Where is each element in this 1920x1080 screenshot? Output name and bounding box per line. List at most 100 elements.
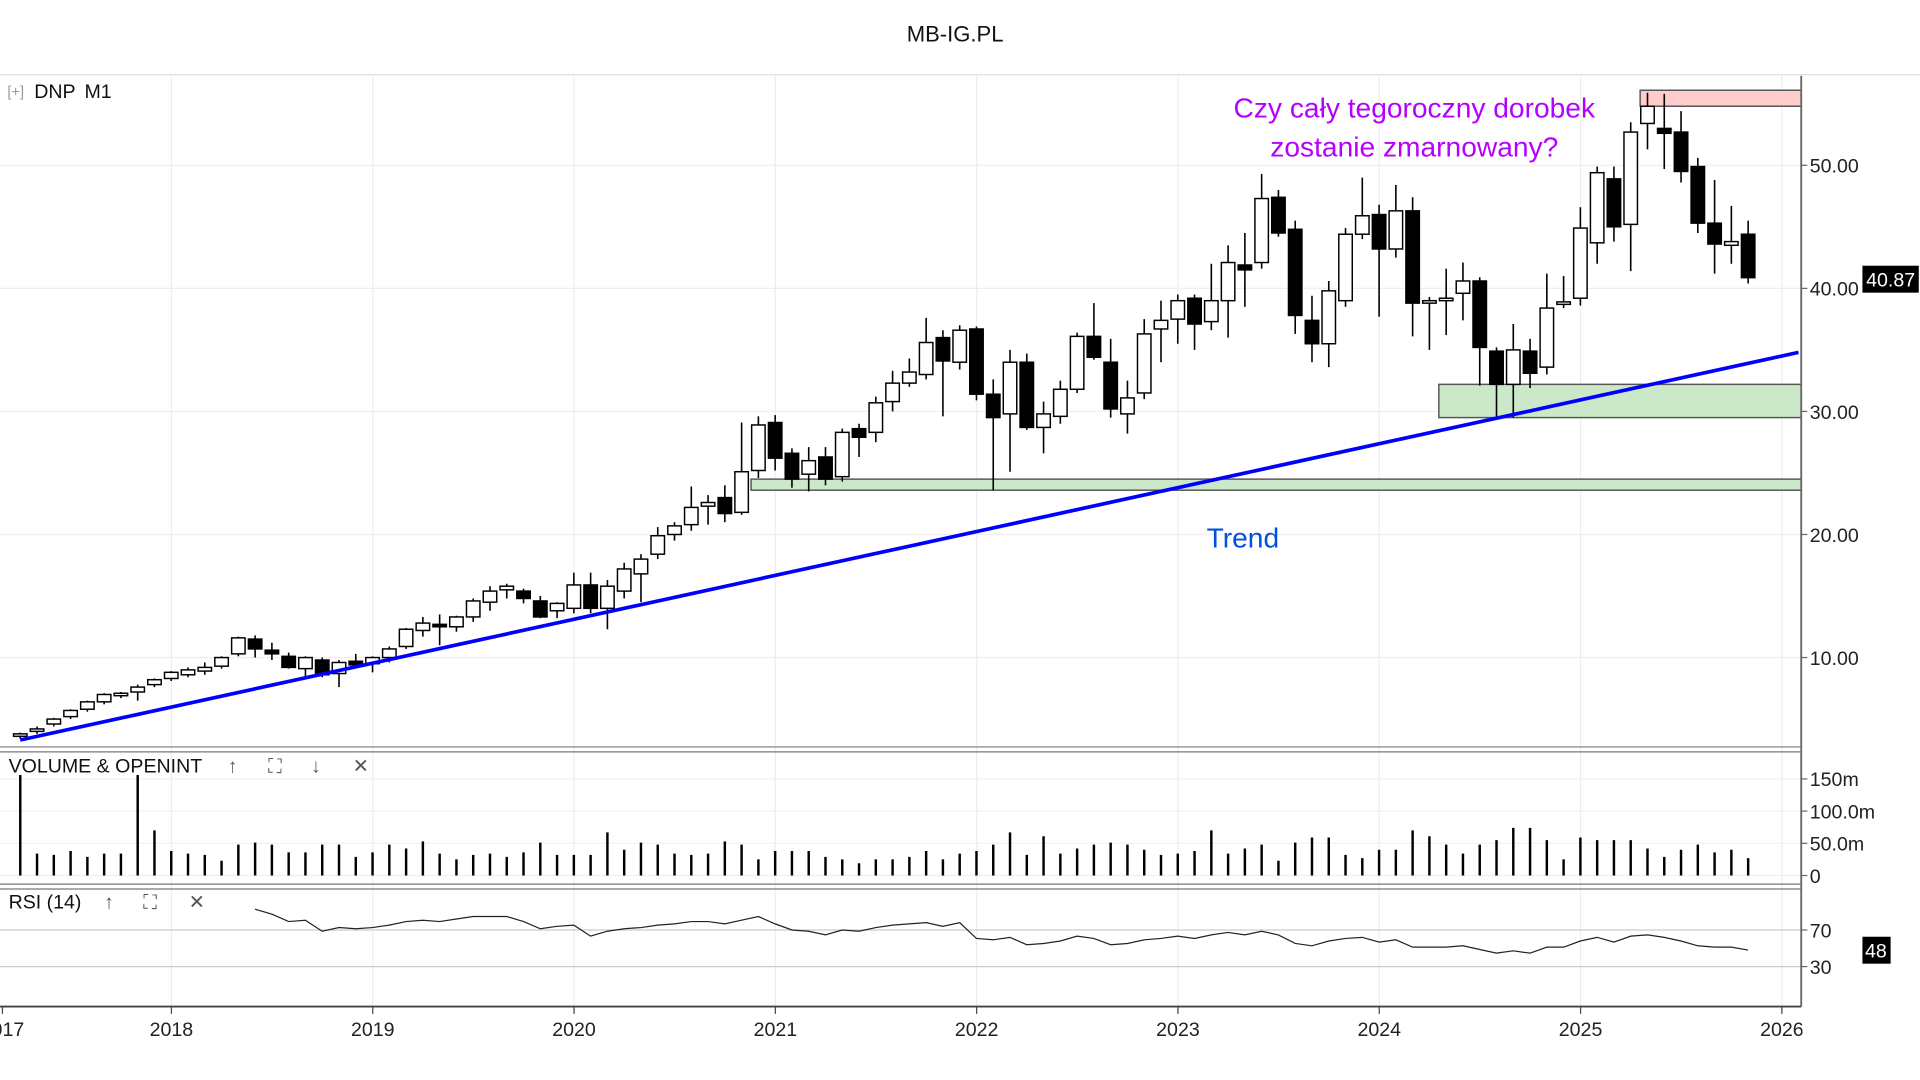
- candle-down: [264, 649, 280, 655]
- year-tick-label: 2023: [1156, 1019, 1200, 1041]
- move-up-icon[interactable]: ↑: [104, 892, 114, 914]
- candle-down: [1270, 196, 1286, 234]
- candle-down: [1522, 350, 1538, 375]
- candle-down: [1237, 264, 1253, 271]
- candle-up: [381, 648, 397, 659]
- candle-up: [465, 600, 481, 618]
- candle-down: [1304, 319, 1320, 345]
- year-tick-label: 2017: [0, 1019, 24, 1041]
- candle-up: [1589, 171, 1605, 244]
- candle-down: [281, 655, 297, 669]
- rsi-tick-label: 70: [1810, 920, 1832, 942]
- candle-up: [499, 585, 515, 591]
- candle-down: [1371, 213, 1387, 250]
- move-up-icon[interactable]: ↑: [228, 756, 238, 778]
- chart-title: MB-IG.PL: [907, 22, 1004, 47]
- maximize-icon[interactable]: ⛶: [267, 756, 283, 778]
- candle-down: [532, 600, 548, 618]
- candlestick-series: [12, 92, 1756, 739]
- year-tick-label: 2026: [1760, 1019, 1804, 1041]
- year-tick-label: 2018: [150, 1019, 194, 1041]
- candle-up: [1438, 297, 1454, 302]
- close-icon[interactable]: ✕: [353, 756, 369, 778]
- candle-up: [1321, 290, 1337, 345]
- price-tick-label: 10.00: [1810, 648, 1859, 670]
- candle-up: [415, 622, 431, 632]
- candle-down: [851, 427, 867, 439]
- candle-down: [1103, 361, 1119, 410]
- candle-up: [1203, 299, 1219, 323]
- candle-down: [348, 660, 364, 666]
- candle-up: [834, 431, 850, 478]
- candle-up: [700, 501, 716, 507]
- move-down-icon[interactable]: ↓: [311, 756, 321, 778]
- volume-tick-label: 150m: [1810, 769, 1859, 791]
- year-tick-label: 2020: [552, 1019, 596, 1041]
- candle-up: [616, 568, 632, 592]
- candle-down: [767, 421, 783, 459]
- volume-tick-label: 0: [1810, 866, 1821, 888]
- candle-up: [12, 733, 28, 738]
- candle-up: [1640, 105, 1655, 125]
- candle-up: [650, 534, 666, 555]
- candle-up: [29, 728, 45, 733]
- candle-up: [868, 402, 884, 434]
- candle-down: [818, 456, 833, 480]
- interval-label[interactable]: M1: [84, 81, 111, 103]
- candle-down: [583, 584, 599, 610]
- candle-up: [1354, 215, 1370, 235]
- year-tick-label: 2022: [955, 1019, 999, 1041]
- rsi-tick-label: 30: [1810, 957, 1832, 979]
- candle-up: [163, 671, 179, 680]
- candle-up: [1136, 333, 1152, 394]
- candle-down: [1606, 178, 1622, 228]
- price-tick-label: 40.00: [1810, 279, 1859, 301]
- candle-down: [969, 328, 984, 395]
- candle-up: [448, 616, 464, 628]
- candle-down: [1287, 228, 1303, 317]
- candle-up: [1170, 299, 1186, 320]
- candle-up: [1069, 335, 1085, 391]
- candle-up: [398, 628, 414, 648]
- volume-series: [19, 775, 1750, 876]
- volume-panel-label: VOLUME & OPENINT: [9, 756, 203, 778]
- candle-up: [549, 602, 565, 612]
- candle-down: [1489, 350, 1504, 386]
- candle-up: [1539, 307, 1555, 368]
- maximize-icon[interactable]: ⛶: [142, 892, 158, 914]
- candle-up: [1052, 388, 1068, 418]
- candle-up: [1119, 397, 1135, 415]
- candle-up: [197, 666, 213, 672]
- last-rsi-badge: [1862, 936, 1891, 964]
- candle-up: [1002, 361, 1018, 415]
- candle-down: [985, 393, 1001, 419]
- close-icon[interactable]: ✕: [189, 892, 205, 914]
- candle-down: [717, 496, 733, 515]
- candle-up: [566, 584, 582, 610]
- candle-down: [784, 452, 800, 480]
- candle-up: [96, 693, 112, 703]
- candle-down: [1690, 165, 1706, 224]
- price-tick-label: 50.00: [1810, 156, 1859, 178]
- candle-down: [432, 623, 448, 628]
- rsi-line: [254, 908, 1749, 954]
- last-price-badge: [1862, 265, 1919, 293]
- candle-up: [667, 525, 682, 536]
- candle-up: [952, 329, 968, 363]
- axis-labels: 10.00 20.00 30.00 40.00 50.00 0 50.0m 100.0m 150…: [0, 156, 1920, 1046]
- candle-down: [1673, 131, 1689, 173]
- expand-icon[interactable]: [+]: [7, 85, 24, 101]
- rsi-series: [254, 908, 1749, 954]
- support-zone: [1438, 383, 1802, 419]
- candle-up: [734, 470, 750, 514]
- candle-up: [1455, 280, 1471, 295]
- year-tick-label: 2019: [351, 1019, 395, 1041]
- candle-up: [180, 669, 196, 676]
- candle-up: [130, 686, 146, 693]
- candle-up: [1153, 319, 1169, 330]
- last-rsi-value: 48: [1865, 941, 1887, 963]
- candle-up: [1556, 301, 1572, 306]
- candle-up: [885, 382, 901, 403]
- candle-up: [1723, 240, 1739, 247]
